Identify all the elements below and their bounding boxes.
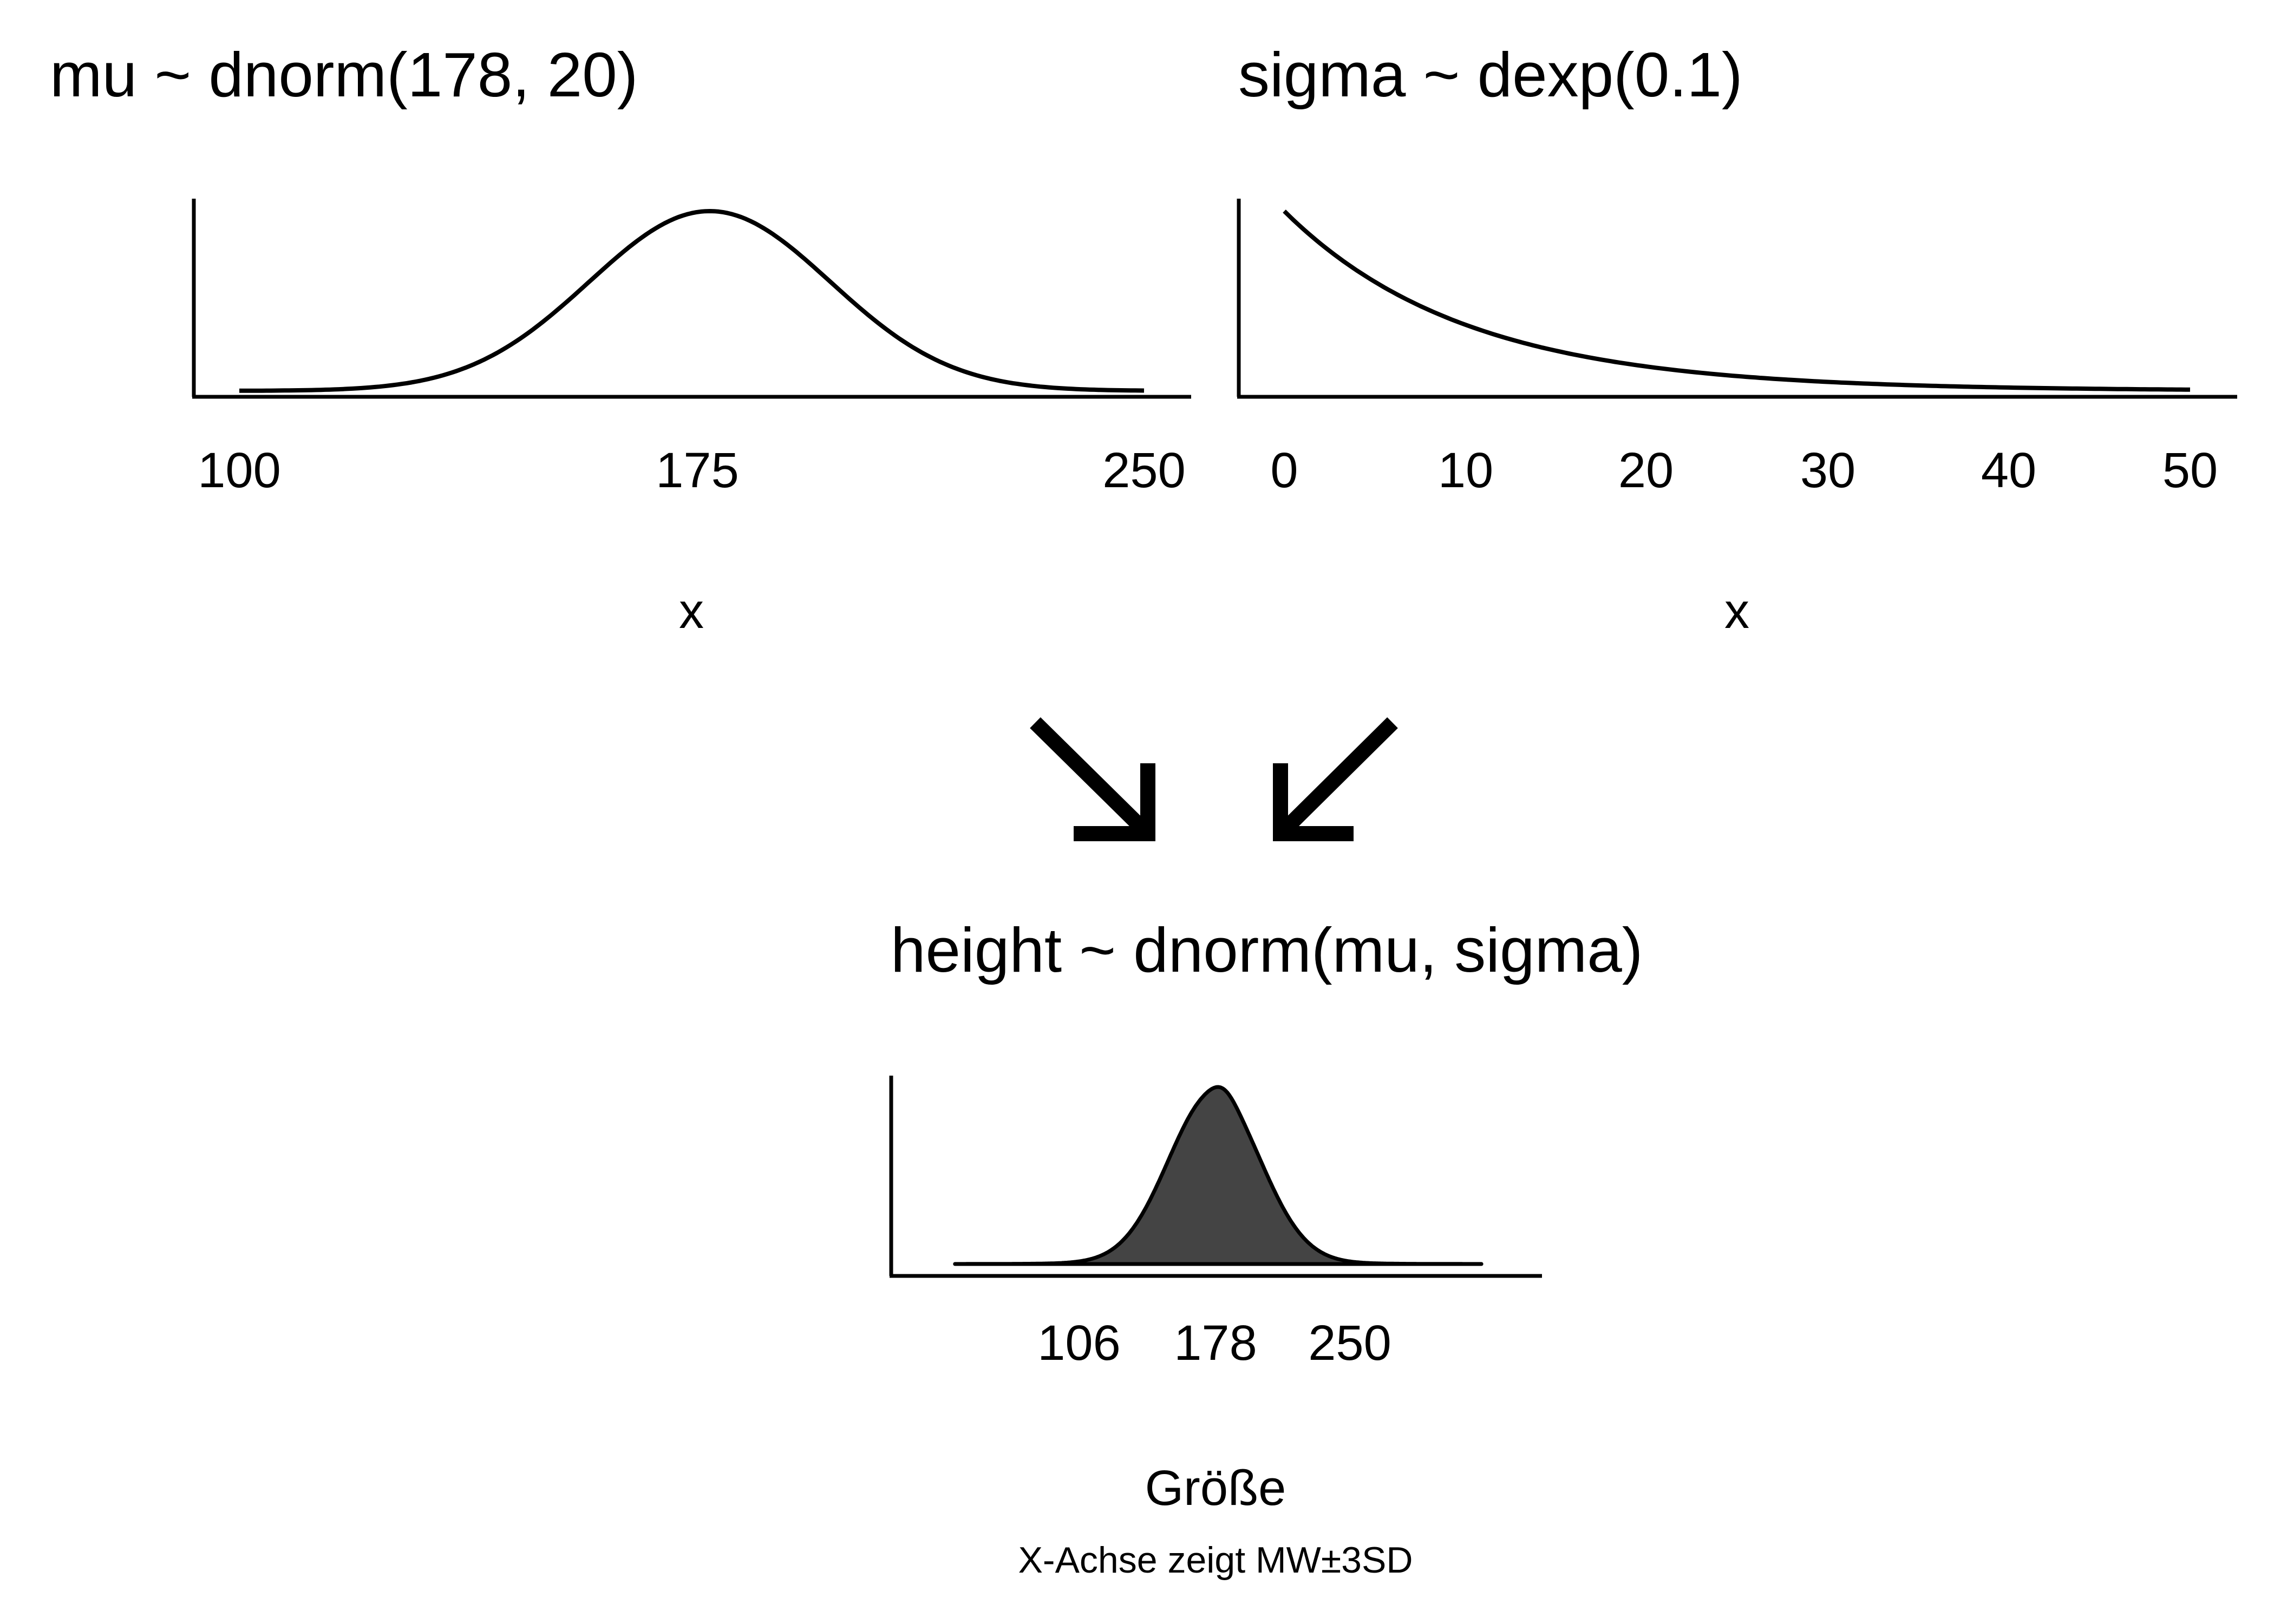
sigma-prior-tick-40: 40 [1981, 443, 2036, 498]
sigma-prior-title: sigma ~ dexp(0.1) [1238, 40, 1743, 110]
sigma-prior-density-curve [1283, 209, 2191, 392]
sigma-prior-tick-30: 30 [1800, 443, 1855, 498]
mu-prior-tick-250: 250 [1102, 443, 1186, 498]
mu-prior-density-curve [239, 209, 1145, 393]
mu-prior-x-label: x [679, 584, 704, 639]
sigma-prior-tick-10: 10 [1438, 443, 1493, 498]
mu-prior-title: mu ~ dnorm(178, 20) [50, 40, 638, 110]
height-x-label: Größe [1145, 1461, 1286, 1516]
height-title: height ~ dnorm(mu, sigma) [891, 915, 1643, 985]
height-tick-106: 106 [1037, 1315, 1121, 1371]
height-panel: height ~ dnorm(mu, sigma) 106 178 250 Gr… [889, 915, 1643, 1516]
height-density-area [953, 1085, 1484, 1266]
sigma-prior-tick-50: 50 [2162, 443, 2218, 498]
mu-prior-tick-100: 100 [198, 443, 281, 498]
sigma-prior-tick-20: 20 [1618, 443, 1674, 498]
sigma-prior-tick-0: 0 [1270, 443, 1298, 498]
height-tick-250: 250 [1308, 1315, 1391, 1371]
height-tick-178: 178 [1174, 1315, 1257, 1371]
arrow-down-left-icon [1273, 717, 1398, 841]
sigma-prior-x-label: x [1724, 584, 1749, 639]
mu-prior-panel: mu ~ dnorm(178, 20) 100 175 250 x [50, 40, 1191, 639]
axis-caption: X-Achse zeigt MW±3SD [1018, 1540, 1413, 1581]
sigma-prior-panel: sigma ~ dexp(0.1) 0 10 20 30 40 50 x [1237, 40, 2237, 639]
arrow-down-right-icon [1030, 717, 1155, 841]
mu-prior-tick-175: 175 [656, 443, 739, 498]
